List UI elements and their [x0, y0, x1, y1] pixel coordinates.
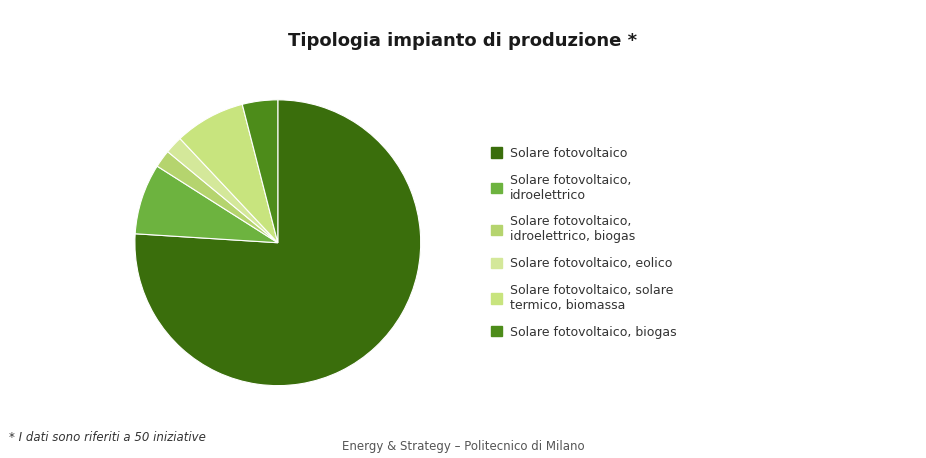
Wedge shape [243, 100, 278, 243]
Wedge shape [168, 139, 278, 243]
Legend: Solare fotovoltaico, Solare fotovoltaico,
idroelettrico, Solare fotovoltaico,
id: Solare fotovoltaico, Solare fotovoltaico… [492, 147, 677, 338]
Wedge shape [135, 100, 420, 386]
Wedge shape [157, 152, 278, 243]
Wedge shape [135, 166, 278, 243]
Text: * I dati sono riferiti a 50 iniziative: * I dati sono riferiti a 50 iniziative [9, 431, 206, 444]
Text: Tipologia impianto di produzione *: Tipologia impianto di produzione * [288, 32, 638, 50]
Text: Energy & Strategy – Politecnico di Milano: Energy & Strategy – Politecnico di Milan… [342, 441, 584, 453]
Wedge shape [180, 104, 278, 243]
